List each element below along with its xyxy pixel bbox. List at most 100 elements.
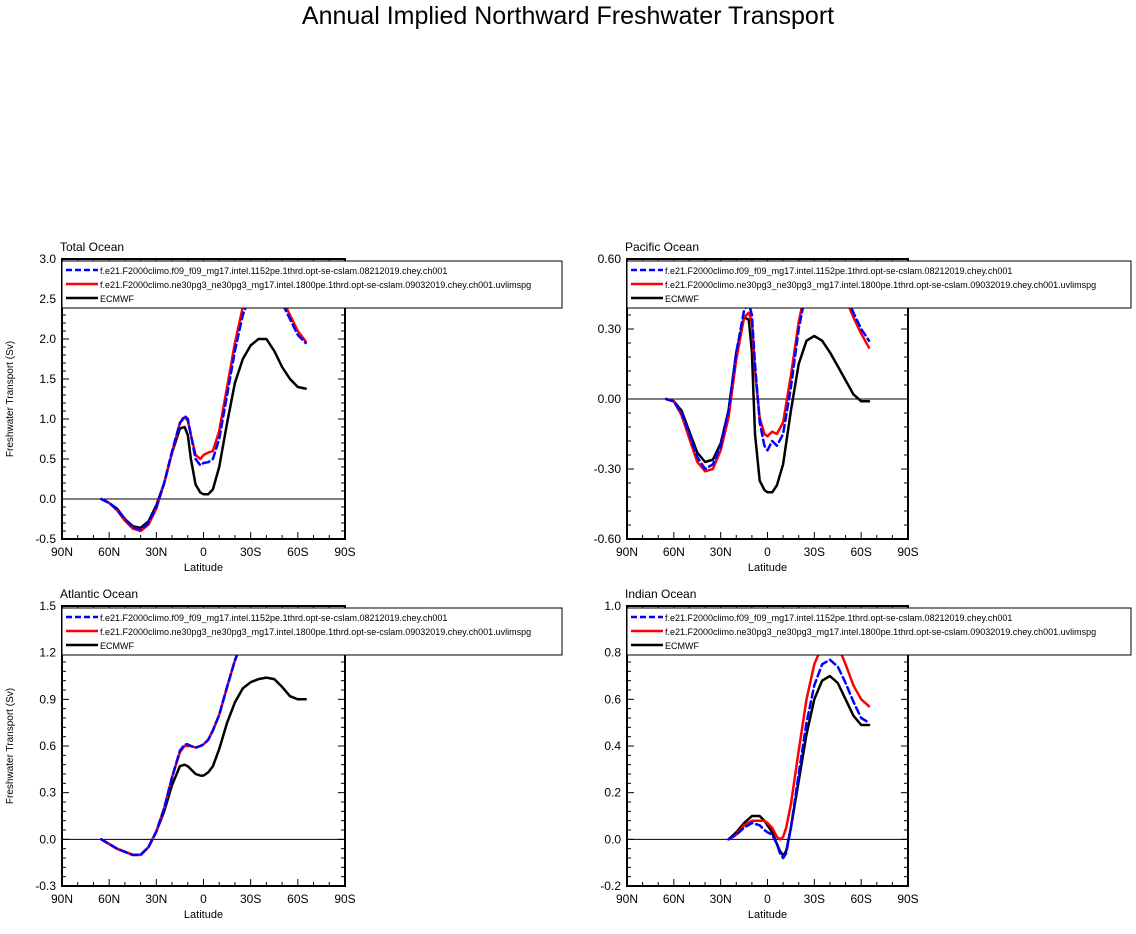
x-tick-label: 60S	[850, 892, 871, 906]
x-tick-label: 60N	[663, 545, 685, 559]
y-tick-label: 1.0	[604, 599, 621, 613]
y-tick-label: -0.2	[600, 879, 621, 893]
panel-title: Pacific Ocean	[625, 240, 699, 254]
x-axis-label: Latitude	[748, 909, 787, 921]
x-tick-label: 60S	[287, 545, 308, 559]
y-axis-label: Freshwater Transport (Sv)	[5, 341, 16, 457]
y-tick-label: 0.0	[39, 492, 56, 506]
series-line-ne30pg3	[100, 273, 307, 533]
y-tick-label: 0.9	[39, 692, 56, 706]
y-tick-label: 0.3	[39, 786, 56, 800]
x-tick-label: 0	[764, 545, 771, 559]
legend-label: f.e21.F2000climo.ne30pg3_ne30pg3_mg17.in…	[665, 280, 1096, 290]
legend-label: f.e21.F2000climo.ne30pg3_ne30pg3_mg17.in…	[100, 627, 531, 637]
panel-indian-ocean: Indian Ocean -0.2 0.0 0.2 0.4 0.6 0.8 1.0 90N 60N…	[600, 587, 1132, 921]
x-tick-label: 60N	[663, 892, 685, 906]
y-tick-label: 1.5	[39, 599, 56, 613]
x-tick-label: 90S	[334, 892, 355, 906]
panel-total-ocean: Total Ocean -0.5 0.0 0.5 1.0 1.5 2.0 2.5 3.0 90N 6…	[5, 240, 563, 574]
y-tick-label: 0.2	[604, 786, 621, 800]
legend-box	[61, 607, 563, 656]
y-tick-label: 2.0	[39, 332, 56, 346]
legend-label: ECMWF	[665, 294, 699, 304]
legend-label: f.e21.F2000climo.f09_f09_mg17.intel.1152…	[100, 266, 447, 276]
legend-label: f.e21.F2000climo.ne30pg3_ne30pg3_mg17.in…	[665, 627, 1096, 637]
y-tick-label: 1.5	[39, 372, 56, 386]
legend-box	[626, 607, 1132, 656]
x-tick-label: 0	[200, 892, 207, 906]
panel-title: Indian Ocean	[625, 587, 696, 601]
x-tick-label: 30N	[145, 892, 167, 906]
x-axis-label: Latitude	[184, 562, 223, 574]
x-tick-label: 90N	[51, 892, 73, 906]
x-tick-label: 30S	[804, 545, 825, 559]
legend-label: ECMWF	[100, 294, 134, 304]
series-line-ne30pg3	[727, 637, 871, 841]
panel-pacific-ocean: Pacific Ocean -0.60 -0.30 0.00 0.30 0.60 90N 60…	[594, 240, 1132, 574]
y-tick-label: -0.3	[35, 879, 56, 893]
legend-label: f.e21.F2000climo.f09_f09_mg17.intel.1152…	[665, 613, 1012, 623]
y-tick-label: 0.0	[39, 832, 56, 846]
x-tick-label: 90N	[51, 545, 73, 559]
series-line-ecmwf	[727, 674, 871, 857]
panel-title: Total Ocean	[60, 240, 124, 254]
series-line-ecmwf	[100, 676, 307, 857]
legend: f.e21.F2000climo.f09_f09_mg17.intel.1152…	[61, 260, 563, 309]
y-tick-label: 1.2	[39, 646, 56, 660]
series-line-ne30pg3	[100, 620, 307, 857]
x-tick-label: 0	[764, 892, 771, 906]
legend-label: f.e21.F2000climo.f09_f09_mg17.intel.1152…	[100, 613, 447, 623]
x-tick-label: 30S	[240, 545, 261, 559]
legend-label: ECMWF	[665, 641, 699, 651]
x-tick-label: 90S	[897, 892, 918, 906]
y-tick-label: 0.0	[604, 832, 621, 846]
x-axis-label: Latitude	[184, 909, 223, 921]
x-tick-label: 60S	[850, 545, 871, 559]
figure-title: Annual Implied Northward Freshwater Tran…	[301, 2, 835, 30]
y-tick-label: 0.00	[598, 392, 622, 406]
y-tick-label: 0.4	[604, 739, 621, 753]
legend: f.e21.F2000climo.f09_f09_mg17.intel.1152…	[626, 260, 1132, 309]
x-axis-label: Latitude	[748, 562, 787, 574]
y-tick-label: 1.0	[39, 412, 56, 426]
legend-box	[626, 260, 1132, 309]
x-tick-label: 30N	[710, 545, 732, 559]
series-line-ecmwf	[664, 316, 871, 494]
y-tick-label: 0.60	[598, 252, 622, 266]
series-line-f09	[100, 280, 307, 531]
x-tick-label: 0	[200, 545, 207, 559]
y-tick-label: 0.6	[604, 692, 621, 706]
panel-title: Atlantic Ocean	[60, 587, 138, 601]
x-tick-label: 90N	[616, 545, 638, 559]
legend-box	[61, 260, 563, 309]
y-tick-label: -0.5	[35, 532, 56, 546]
x-tick-label: 60S	[287, 892, 308, 906]
panel-atlantic-ocean: Atlantic Ocean -0.3 0.0 0.3 0.6 0.9 1.2 1.5 90N 6…	[5, 587, 563, 921]
x-tick-label: 30N	[145, 545, 167, 559]
x-tick-label: 60N	[98, 545, 120, 559]
y-tick-label: 2.5	[39, 292, 56, 306]
y-tick-label: 0.8	[604, 646, 621, 660]
legend-label: f.e21.F2000climo.ne30pg3_ne30pg3_mg17.in…	[100, 280, 531, 290]
series-line-f09	[727, 658, 871, 860]
y-tick-label: 0.5	[39, 452, 56, 466]
y-tick-label: 0.30	[598, 322, 622, 336]
series-line-ecmwf	[100, 337, 307, 530]
legend-label: ECMWF	[100, 641, 134, 651]
x-tick-label: 90S	[334, 545, 355, 559]
y-tick-label: 3.0	[39, 252, 56, 266]
x-tick-label: 30S	[804, 892, 825, 906]
legend: f.e21.F2000climo.f09_f09_mg17.intel.1152…	[626, 607, 1132, 656]
x-tick-label: 90N	[616, 892, 638, 906]
x-tick-label: 60N	[98, 892, 120, 906]
x-tick-label: 30S	[240, 892, 261, 906]
y-axis-label: Freshwater Transport (Sv)	[5, 688, 16, 804]
y-tick-label: -0.60	[594, 532, 622, 546]
legend-label: f.e21.F2000climo.f09_f09_mg17.intel.1152…	[665, 266, 1012, 276]
x-tick-label: 90S	[897, 545, 918, 559]
x-tick-label: 30N	[710, 892, 732, 906]
legend: f.e21.F2000climo.f09_f09_mg17.intel.1152…	[61, 607, 563, 656]
y-tick-label: 0.6	[39, 739, 56, 753]
y-tick-label: -0.30	[594, 462, 622, 476]
